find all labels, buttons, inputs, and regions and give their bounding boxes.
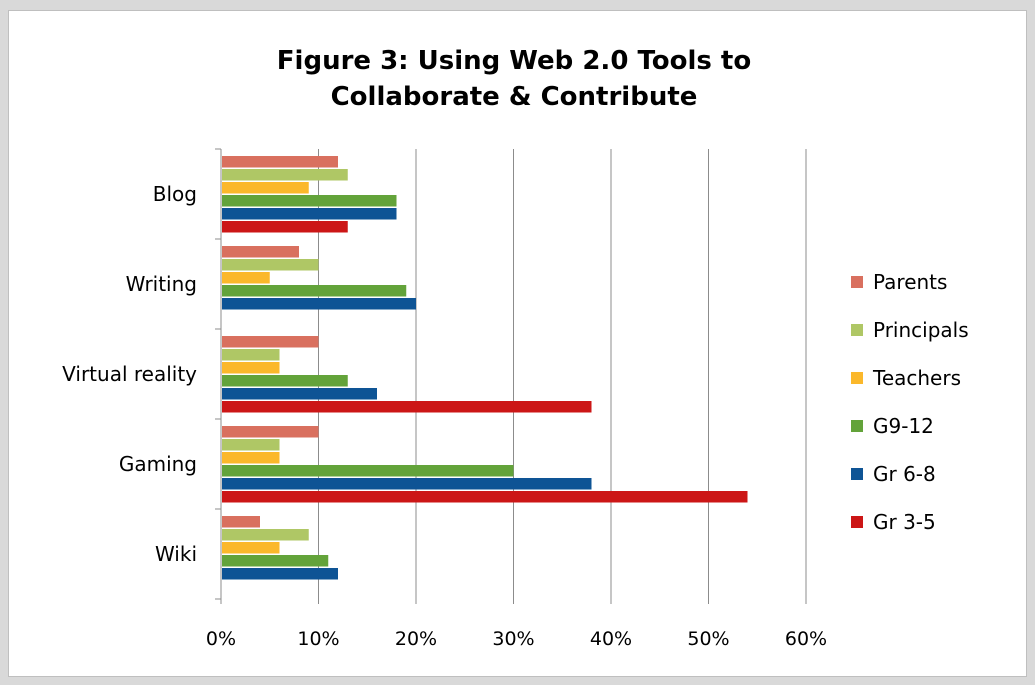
category-label: Wiki: [155, 542, 197, 566]
legend-swatch: [851, 420, 863, 432]
bar: [222, 439, 280, 451]
bar: [222, 182, 309, 194]
bar: [222, 452, 280, 464]
x-tick-label: 60%: [785, 628, 827, 650]
legend-swatch: [851, 372, 863, 384]
legend-label: Parents: [873, 270, 947, 294]
bar: [222, 401, 592, 413]
bar: [222, 516, 260, 528]
chart-title-line: Collaborate & Contribute: [331, 82, 698, 112]
bar: [222, 349, 280, 361]
category-label: Writing: [126, 272, 197, 296]
bar: [222, 362, 280, 374]
bar: [222, 156, 338, 168]
category-label: Gaming: [119, 452, 197, 476]
bar: [222, 272, 270, 284]
bar: [222, 208, 397, 220]
bar: [222, 388, 377, 400]
legend-label: Gr 6-8: [873, 462, 936, 486]
x-tick-label: 40%: [590, 628, 632, 650]
bar: [222, 568, 338, 580]
bar-chart: Figure 3: Using Web 2.0 Tools to Collabor…: [62, 46, 969, 650]
bar: [222, 195, 397, 207]
legend-label: G9-12: [873, 414, 934, 438]
bar: [222, 169, 348, 181]
x-tick-label: 50%: [687, 628, 729, 650]
legend-swatch: [851, 324, 863, 336]
x-tick-label: 10%: [297, 628, 339, 650]
bar: [222, 491, 748, 503]
legend-swatch: [851, 516, 863, 528]
bar: [222, 259, 319, 271]
x-tick-label: 30%: [492, 628, 534, 650]
bar: [222, 336, 319, 348]
category-label: Blog: [153, 182, 197, 206]
legend-swatch: [851, 468, 863, 480]
legend-swatch: [851, 276, 863, 288]
legend-label: Teachers: [872, 366, 961, 390]
x-tick-label: 20%: [395, 628, 437, 650]
chart-title-line: Figure 3: Using Web 2.0 Tools to: [277, 46, 751, 76]
bar: [222, 246, 299, 258]
bar: [222, 285, 407, 297]
bar: [222, 555, 329, 567]
legend-label: Gr 3-5: [873, 510, 936, 534]
chart-frame: Figure 3: Using Web 2.0 Tools to Collabor…: [8, 10, 1027, 677]
legend-label: Principals: [873, 318, 969, 342]
bar: [222, 426, 319, 438]
bar: [222, 542, 280, 554]
bar: [222, 465, 514, 477]
bar: [222, 298, 416, 310]
bar: [222, 221, 348, 233]
category-label: Virtual reality: [62, 362, 197, 386]
bar: [222, 375, 348, 387]
x-tick-label: 0%: [206, 628, 236, 650]
bar: [222, 529, 309, 541]
bar: [222, 478, 592, 490]
